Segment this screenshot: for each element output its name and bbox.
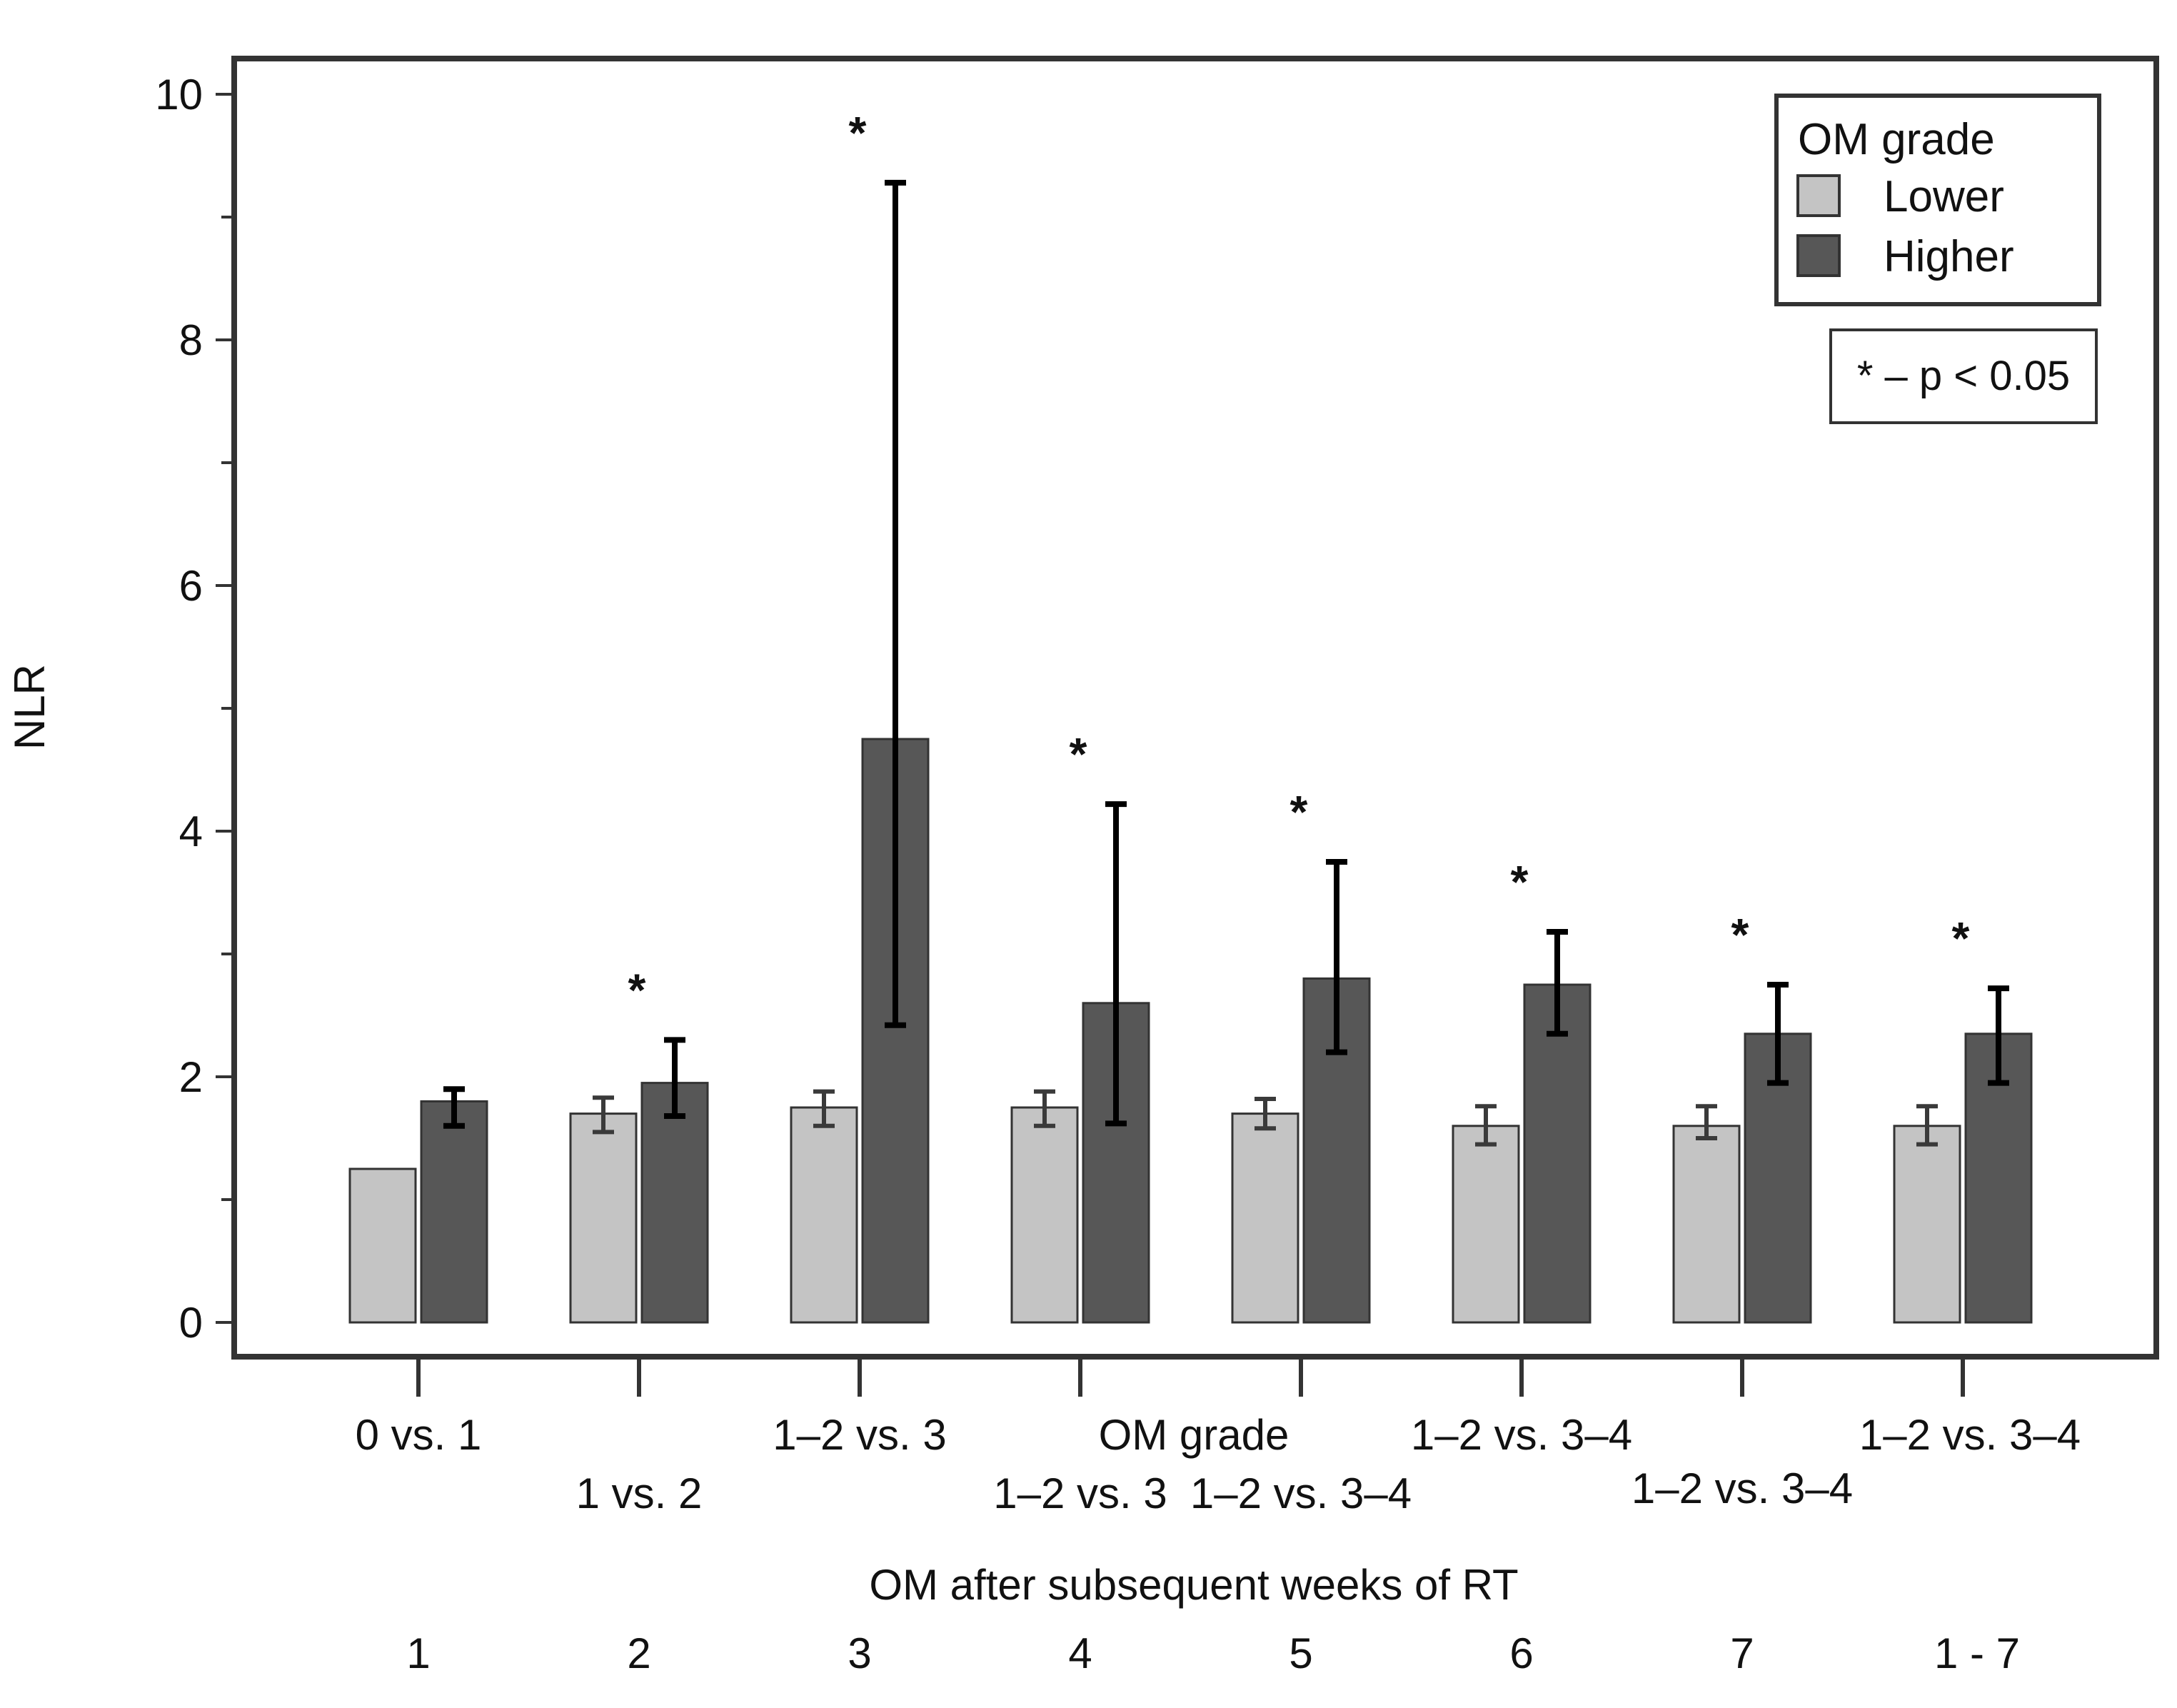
- axis-labels: 0 2 4 6 8 10 0 vs. 1 1 1 vs. 2 2 1–2 vs. 3 3 1–2 vs.…: [155, 71, 2081, 1677]
- comparison-label: 1 vs. 2: [576, 1470, 703, 1517]
- week-label: 4: [1068, 1629, 1092, 1677]
- note-text: * – p < 0.05: [1857, 353, 2070, 399]
- comparison-label: 1–2 vs. 3–4: [1190, 1470, 1412, 1517]
- y-tick-label: 10: [155, 71, 203, 119]
- comparison-label: 1–2 vs. 3–4: [1411, 1411, 1632, 1459]
- tick-marks: [216, 93, 1965, 1397]
- y-tick-label: 8: [179, 316, 203, 364]
- x-axis-extra-label: OM grade: [1099, 1411, 1289, 1459]
- legend-swatch-higher: [1796, 234, 1841, 277]
- y-tick-label: 4: [179, 808, 203, 855]
- significance-note: * – p < 0.05: [1829, 328, 2098, 424]
- week-label: 1 - 7: [1934, 1629, 2020, 1677]
- week-label: 1: [406, 1629, 430, 1677]
- week-label: 2: [627, 1629, 650, 1677]
- bar-higher: [1523, 983, 1592, 1324]
- legend: OM grade Lower Higher: [1774, 94, 2101, 306]
- bar-lower: [1893, 1125, 1961, 1324]
- plot-frame: [231, 56, 2159, 1360]
- significance-star: *: [1731, 909, 1749, 960]
- bar-lower: [1010, 1106, 1079, 1324]
- comparison-label: 1–2 vs. 3–4: [1632, 1465, 1853, 1512]
- week-label: 3: [848, 1629, 871, 1677]
- x-axis-title: OM after subsequent weeks of RT: [869, 1561, 1518, 1609]
- significance-star: *: [1952, 913, 1970, 964]
- bar-lower: [1672, 1125, 1741, 1324]
- comparison-label: 0 vs. 1: [356, 1411, 482, 1459]
- significance-star: *: [1290, 786, 1308, 838]
- comparison-label: 1–2 vs. 3: [993, 1470, 1167, 1517]
- significance-star: *: [1070, 728, 1087, 780]
- bar-lower: [569, 1112, 638, 1324]
- y-axis-title: NLR: [6, 664, 54, 750]
- note-box: [1829, 328, 2098, 424]
- y-tick-label: 6: [179, 562, 203, 610]
- y-tick-label: 2: [179, 1053, 203, 1101]
- significance-star: *: [628, 964, 646, 1015]
- significance-star: *: [849, 107, 867, 159]
- significance-star: *: [1511, 856, 1529, 908]
- significance-markers: * * * * * * *: [628, 107, 1970, 1016]
- legend-title: OM grade: [1798, 115, 1995, 164]
- week-label: 6: [1509, 1629, 1533, 1677]
- legend-label-higher: Higher: [1884, 232, 2014, 281]
- week-label: 7: [1730, 1629, 1754, 1677]
- legend-label-lower: Lower: [1884, 172, 2004, 221]
- comparison-label: 1–2 vs. 3–4: [1859, 1411, 2081, 1459]
- week-label: 5: [1289, 1629, 1312, 1677]
- legend-swatch-lower: [1796, 174, 1841, 217]
- bar-lower: [1231, 1112, 1299, 1324]
- bar-lower: [348, 1167, 417, 1324]
- y-tick-label: 0: [179, 1299, 203, 1347]
- bars: [348, 738, 2033, 1324]
- bar-higher: [420, 1100, 488, 1324]
- bar-lower: [1452, 1125, 1520, 1324]
- comparison-label: 1–2 vs. 3: [773, 1411, 947, 1459]
- bar-lower: [790, 1106, 858, 1324]
- error-bars: [443, 179, 2009, 1147]
